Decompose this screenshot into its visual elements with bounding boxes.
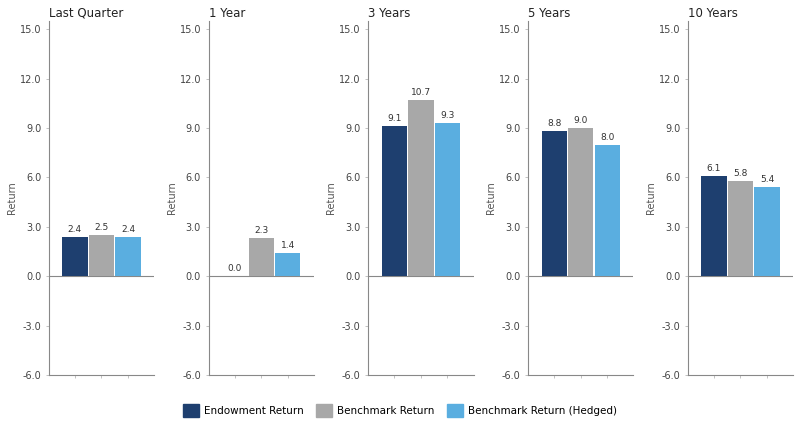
Text: 0.0: 0.0 — [227, 264, 242, 273]
Text: 2.4: 2.4 — [68, 225, 82, 234]
Bar — [249, 238, 274, 276]
Bar — [408, 100, 434, 276]
Text: 10 Years: 10 Years — [688, 7, 738, 20]
Y-axis label: Return: Return — [7, 181, 17, 214]
Text: 2.4: 2.4 — [121, 225, 135, 234]
Bar — [594, 144, 620, 276]
Bar — [62, 237, 87, 276]
Text: 10.7: 10.7 — [411, 88, 431, 97]
Text: 2.5: 2.5 — [94, 223, 109, 232]
Bar — [728, 181, 753, 276]
Text: 1 Year: 1 Year — [209, 7, 245, 20]
Text: 9.0: 9.0 — [574, 116, 588, 125]
Legend: Endowment Return, Benchmark Return, Benchmark Return (Hedged): Endowment Return, Benchmark Return, Benc… — [179, 400, 621, 421]
Y-axis label: Return: Return — [166, 181, 177, 214]
Text: 2.3: 2.3 — [254, 226, 268, 235]
Bar — [115, 237, 141, 276]
Bar — [275, 253, 300, 276]
Bar — [542, 131, 567, 276]
Y-axis label: Return: Return — [646, 181, 656, 214]
Text: 1.4: 1.4 — [281, 241, 295, 250]
Text: 8.0: 8.0 — [600, 132, 614, 141]
Text: 5.4: 5.4 — [760, 176, 774, 184]
Text: 3 Years: 3 Years — [369, 7, 410, 20]
Text: 5.8: 5.8 — [734, 169, 748, 178]
Y-axis label: Return: Return — [326, 181, 337, 214]
Text: 9.1: 9.1 — [387, 115, 402, 124]
Bar — [382, 127, 407, 276]
Bar — [754, 187, 780, 276]
Bar — [702, 176, 726, 276]
Text: Last Quarter: Last Quarter — [49, 7, 123, 20]
Bar — [568, 128, 594, 276]
Text: 9.3: 9.3 — [440, 111, 454, 120]
Text: 5 Years: 5 Years — [528, 7, 570, 20]
Y-axis label: Return: Return — [486, 181, 496, 214]
Bar — [435, 123, 460, 276]
Text: 8.8: 8.8 — [547, 119, 562, 128]
Text: 6.1: 6.1 — [706, 164, 721, 173]
Bar — [89, 235, 114, 276]
